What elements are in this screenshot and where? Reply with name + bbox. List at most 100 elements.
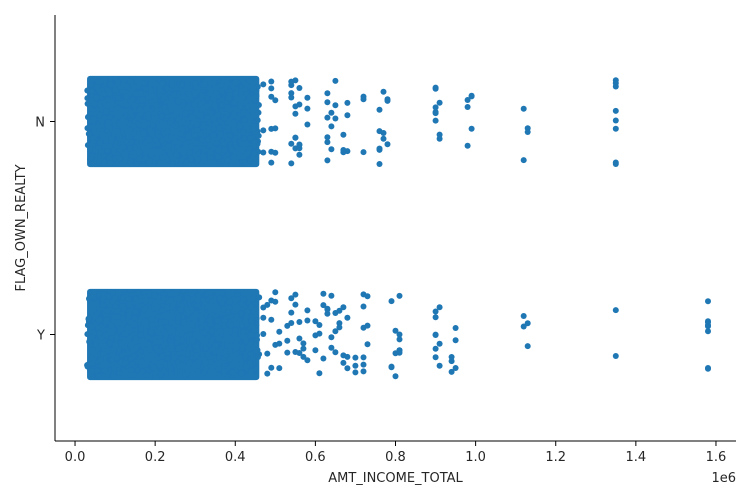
data-point [112, 86, 118, 93]
data-point [324, 134, 331, 141]
data-point [93, 94, 100, 101]
data-point [224, 157, 231, 164]
data-point [320, 302, 327, 309]
data-point [208, 327, 215, 334]
data-point [296, 101, 303, 108]
data-point [160, 295, 167, 302]
data-point [157, 325, 164, 332]
data-point [164, 85, 171, 92]
data-point [136, 156, 143, 163]
data-point [201, 157, 208, 164]
data-point [195, 368, 201, 375]
data-point [141, 122, 148, 129]
data-point [185, 133, 192, 140]
data-point [175, 345, 182, 352]
data-point [284, 349, 291, 356]
data-point [168, 342, 175, 349]
data-point [224, 104, 231, 111]
data-point [103, 108, 110, 115]
data-point [215, 335, 222, 342]
data-point [101, 367, 108, 374]
data-point [153, 102, 159, 109]
data-point [324, 139, 331, 146]
data-point [247, 135, 254, 142]
data-point [137, 298, 144, 304]
data-point [260, 331, 267, 337]
data-point [216, 124, 223, 131]
data-point [164, 128, 171, 135]
data-point [376, 161, 383, 167]
data-point [227, 343, 234, 350]
data-point [169, 81, 175, 88]
data-point [243, 363, 250, 370]
data-point [129, 96, 136, 103]
data-point [436, 135, 443, 142]
data-point [436, 340, 443, 347]
data-point [88, 293, 95, 300]
data-point [103, 307, 110, 314]
data-point [147, 298, 154, 305]
data-point [250, 160, 257, 167]
data-point [192, 146, 199, 153]
data-point [103, 332, 110, 339]
data-point [520, 157, 527, 164]
data-point [100, 291, 107, 298]
data-point [296, 319, 303, 325]
data-point [360, 96, 367, 103]
data-point [152, 338, 159, 345]
data-point [137, 90, 144, 97]
data-point [520, 313, 527, 319]
data-point [230, 154, 237, 161]
data-point [232, 149, 239, 156]
data-point [146, 142, 153, 149]
data-point [212, 342, 219, 349]
data-point [88, 368, 95, 375]
data-point [179, 355, 186, 362]
data-point [304, 317, 311, 324]
data-point [237, 103, 243, 110]
data-point [114, 79, 121, 86]
data-point [254, 336, 260, 343]
x-tick-label: 0.4 [225, 450, 246, 465]
data-point [96, 158, 103, 165]
data-point [114, 105, 121, 111]
data-point [150, 76, 156, 83]
data-point [226, 348, 233, 355]
data-point [239, 343, 246, 350]
data-point [364, 341, 371, 348]
data-point [87, 131, 94, 138]
data-point [254, 347, 261, 354]
data-point [705, 298, 711, 305]
data-point [142, 155, 149, 162]
data-point [111, 117, 118, 124]
data-point [122, 331, 129, 337]
data-point [90, 116, 97, 123]
data-point [241, 158, 247, 165]
data-point [143, 350, 150, 357]
data-point [123, 102, 130, 109]
data-point [184, 120, 191, 127]
data-point [201, 369, 208, 376]
data-point [300, 353, 307, 360]
data-point [260, 149, 267, 156]
data-point [210, 125, 217, 132]
data-point [344, 148, 351, 155]
data-point [432, 354, 439, 361]
data-point [204, 136, 211, 143]
data-point [96, 101, 103, 108]
data-point [194, 302, 201, 309]
data-point [191, 101, 198, 108]
data-point [176, 147, 183, 154]
data-point [151, 292, 158, 299]
data-point [524, 343, 531, 350]
data-point [96, 330, 103, 337]
data-point [176, 363, 183, 370]
data-point [162, 318, 169, 325]
data-point [380, 88, 387, 95]
data-point [251, 150, 258, 157]
data-point [144, 334, 151, 341]
data-point [464, 97, 471, 103]
data-point [108, 335, 115, 342]
data-point [130, 123, 137, 130]
data-point [91, 314, 98, 321]
